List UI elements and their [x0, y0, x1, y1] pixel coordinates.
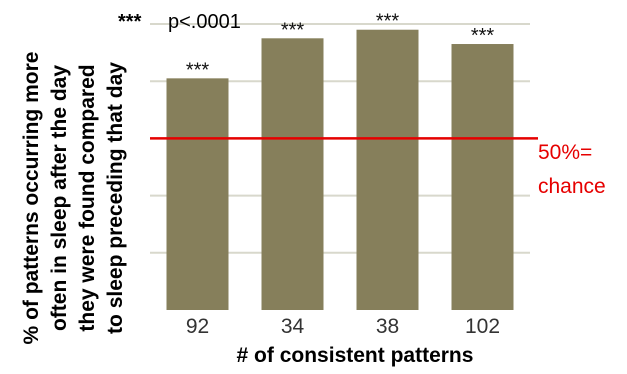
y-axis-label-line-4: to sleep preceding that day [104, 62, 127, 334]
y-axis-label: % of patterns occurring more often in sl… [20, 52, 127, 345]
bar-38 [356, 29, 419, 310]
bar-102 [451, 44, 514, 311]
y-axis-label-line-2: often in sleep after the day [48, 65, 71, 331]
bar-34 [261, 38, 324, 311]
x-tick-label: 92 [186, 315, 209, 338]
bar-92 [166, 78, 229, 310]
significance-label: *** [376, 11, 400, 33]
y-axis-label-line-3: they were found compared [76, 64, 99, 331]
y-axis-label-line-1: % of patterns occurring more [20, 52, 43, 345]
legend-stars: *** [118, 11, 142, 33]
x-tick-labels: 92 34 38 102 [186, 315, 500, 338]
significance-labels: *** *** *** *** [186, 11, 495, 82]
reference-line-label-1: 50%= [538, 141, 592, 164]
legend-text: p<.0001 [168, 11, 241, 33]
bars [166, 29, 514, 311]
x-tick-label: 102 [465, 315, 500, 338]
x-tick-label: 34 [281, 315, 305, 338]
significance-label: *** [186, 59, 210, 81]
significance-label: *** [471, 25, 495, 47]
x-axis-label: # of consistent patterns [237, 344, 474, 367]
significance-label: *** [281, 19, 305, 41]
reference-line-label-2: chance [538, 175, 606, 198]
x-tick-label: 38 [376, 315, 399, 338]
